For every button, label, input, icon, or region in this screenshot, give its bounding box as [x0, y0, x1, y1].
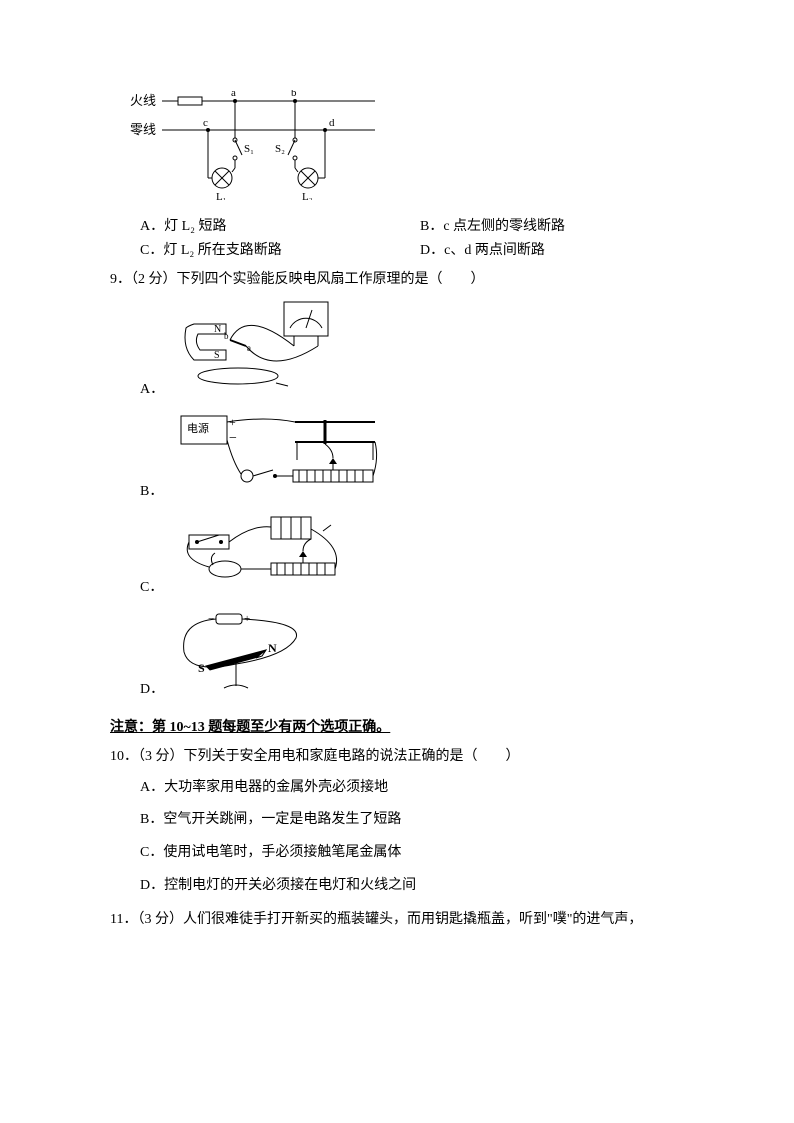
q8-option-d: D．c、d 两点间断路 [420, 239, 545, 259]
svg-text:S: S [198, 661, 205, 675]
svg-text:a: a [231, 90, 236, 99]
q11-stem: 11．（3 分）人们很难徒手打开新买的瓶装罐头，而用钥匙撬瓶盖，听到"噗"的进气… [110, 907, 699, 932]
circuit-diagram-q8: 火线 零线 a b c d S₁ [130, 90, 699, 205]
q9-option-b-label: B． [140, 484, 163, 499]
q9-figure-c [175, 511, 350, 602]
label-neutral: 零线 [130, 122, 156, 137]
svg-text:N: N [214, 324, 221, 335]
q8-option-a: A．灯 L₂ 短路 [140, 215, 420, 235]
svg-text:c: c [203, 117, 208, 129]
svg-text:S₁: S₁ [244, 143, 254, 155]
svg-text:L₂: L₂ [302, 191, 313, 200]
svg-text:d: d [329, 117, 335, 129]
svg-text:L₁: L₁ [216, 191, 227, 200]
q9-option-d-label: D． [140, 682, 164, 697]
svg-text:b: b [291, 90, 297, 99]
fuse-icon [178, 97, 202, 105]
svg-text:N: N [268, 641, 277, 655]
q10-option-a: A．大功率家用电器的金属外壳必须接地 [140, 775, 699, 802]
q10-option-b: B．空气开关跳闸，一定是电路发生了短路 [140, 807, 699, 834]
svg-text:电源: 电源 [187, 421, 209, 435]
q8-option-b: B．c 点左侧的零线断路 [420, 215, 565, 235]
svg-text:b: b [224, 331, 229, 341]
label-live: 火线 [130, 93, 156, 108]
svg-text:S₂: S₂ [275, 143, 285, 155]
q9-stem: 9．（2 分）下列四个实验能反映电风扇工作原理的是（ ） [110, 267, 699, 292]
q10-option-d: D．控制电灯的开关必须接在电灯和火线之间 [140, 873, 699, 900]
q9-figure-b: 电源 + − [175, 410, 385, 506]
q8-option-c: C．灯 L₂ 所在支路断路 [140, 239, 420, 259]
q9-option-c-label: C． [140, 580, 163, 595]
q9-figure-a: N S b a [176, 298, 356, 404]
q9-figure-d: − + S N [176, 608, 316, 704]
svg-text:−: − [229, 431, 237, 446]
notice-text: 注意：第 10~13 题每题至少有两个选项正确。 [110, 716, 699, 736]
q10-stem: 10．（3 分）下列关于安全用电和家庭电路的说法正确的是（ ） [110, 744, 699, 769]
q9-option-a-label: A． [140, 382, 164, 397]
svg-text:S: S [214, 350, 220, 361]
q10-option-c: C．使用试电笔时，手必须接触笔尾金属体 [140, 840, 699, 867]
